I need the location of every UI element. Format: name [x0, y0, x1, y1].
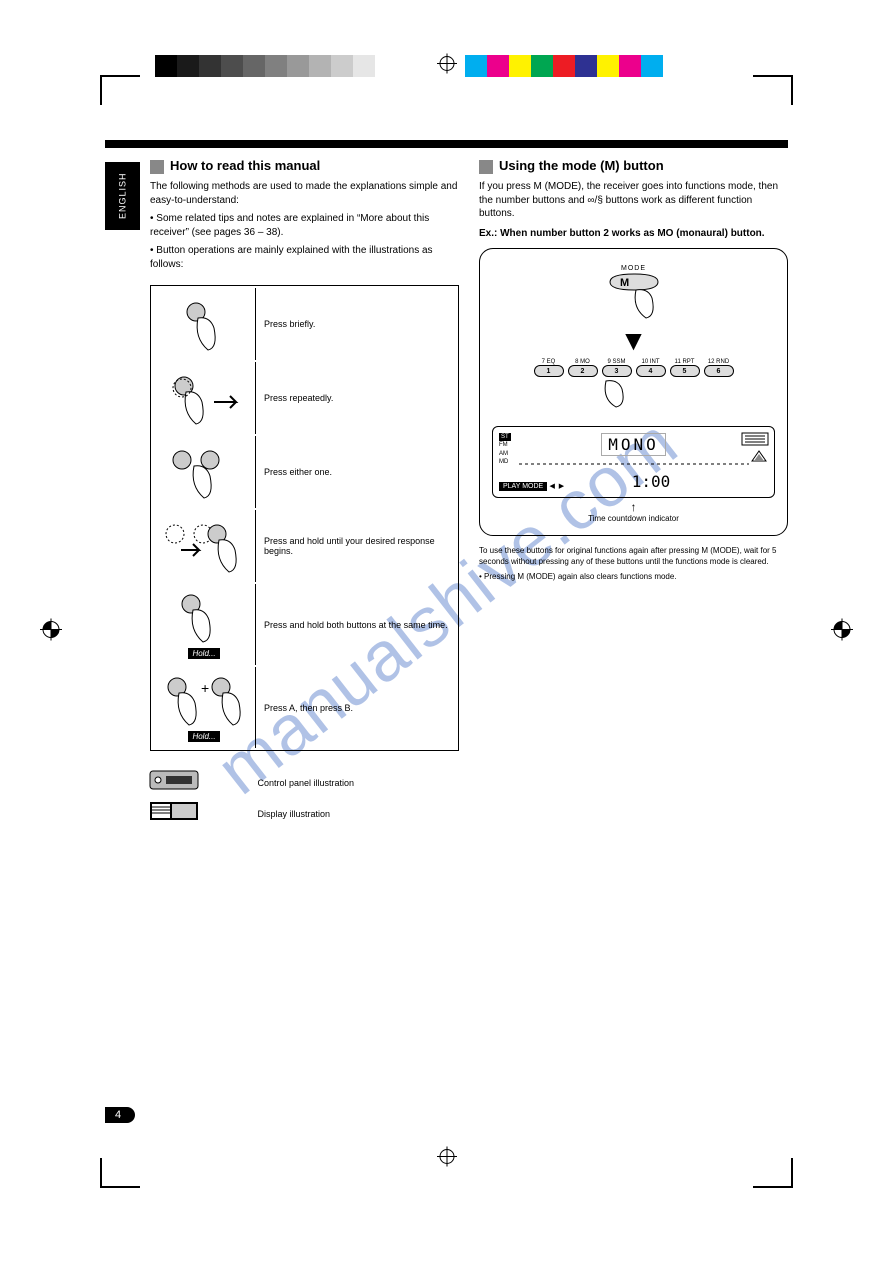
crop-corner [100, 75, 140, 105]
crop-corner [753, 75, 793, 105]
page-number: 4 [105, 1107, 135, 1123]
bullet-text: • Some related tips and notes are explai… [150, 212, 459, 239]
swatch [619, 55, 641, 77]
crop-marks-top [0, 55, 893, 115]
swatch [309, 55, 331, 77]
num-button: 3 [602, 365, 632, 377]
display-panel-icon [150, 802, 198, 825]
down-arrow-icon: ▼ [492, 327, 775, 355]
swatch [531, 55, 553, 77]
lcd-main-text: MONO [601, 433, 666, 456]
swatch [177, 55, 199, 77]
page-content: ENGLISH How to read this manual The foll… [105, 140, 788, 1123]
num-button: 4 [636, 365, 666, 377]
intro-text: The following methods are used to made t… [150, 180, 459, 207]
op-desc: Press and hold until your desired respon… [258, 510, 456, 582]
lcd-corner-icons [742, 433, 768, 467]
swatch [199, 55, 221, 77]
swatch [331, 55, 353, 77]
swatch [641, 55, 663, 77]
op-desc: Press A, then press B. [258, 667, 456, 748]
body-text: If you press M (MODE), the receiver goes… [479, 180, 788, 221]
color-bar [465, 55, 663, 77]
registration-target-icon [40, 618, 62, 645]
swatch [575, 55, 597, 77]
dotted-divider [519, 457, 749, 471]
crop-corner [100, 1158, 140, 1188]
operation-symbols-table: Press briefly. Press repeatedly. Press e… [150, 285, 459, 751]
hold-label: Hold... [188, 648, 219, 659]
finger-hold-icon: Hold... [153, 584, 256, 665]
op-desc: Press briefly. [258, 288, 456, 360]
swatch [553, 55, 575, 77]
caption-text: Pressing M (MODE) again also clears func… [484, 572, 677, 581]
mode-diagram: MODE M ▼ 7 EQ1 8 MO2 9 SSM3 10 INT4 11 R… [479, 248, 788, 536]
example-label: Ex.: When number button 2 works as MO (m… [479, 228, 765, 239]
bullet-text: • Button operations are mainly explained… [150, 244, 459, 271]
section-marker-icon [150, 160, 164, 174]
language-side-tab: ENGLISH [105, 162, 140, 230]
crop-marks-bottom [0, 1148, 893, 1208]
swatch [243, 55, 265, 77]
finger-either-icon [153, 436, 256, 508]
registration-target-icon [831, 618, 853, 645]
finger-two-repeat-icon [153, 510, 256, 582]
op-desc: Press repeatedly. [258, 362, 456, 434]
section-marker-icon [479, 160, 493, 174]
caption-text: To use these buttons for original functi… [479, 546, 788, 568]
section-title: Using the mode (M) button [499, 158, 664, 174]
swatch [353, 55, 375, 77]
band-indicators: ST FM AM MD [499, 433, 511, 467]
swatch [155, 55, 177, 77]
num-button: 5 [670, 365, 700, 377]
swatch [265, 55, 287, 77]
finger-hold-two-icon: + Hold... [153, 667, 256, 748]
finger-press-icon [594, 377, 634, 407]
playmode-label: PLAY MODE [499, 482, 547, 491]
lcd-clock: 1:00 [632, 472, 671, 491]
finger-repeat-icon [153, 362, 256, 434]
num-button: 6 [704, 365, 734, 377]
section-title: How to read this manual [170, 158, 320, 174]
illustration-label: Display illustration [257, 809, 330, 819]
top-rule [105, 140, 788, 148]
mode-button-press-icon: M [604, 272, 664, 318]
caption: Time countdown indicator [492, 514, 775, 523]
num-button: 1 [534, 365, 564, 377]
grayscale-bar [155, 55, 397, 77]
hold-label: Hold... [188, 731, 219, 742]
right-column: Using the mode (M) button If you press M… [479, 158, 788, 825]
swatch [287, 55, 309, 77]
number-button-row: 7 EQ1 8 MO2 9 SSM3 10 INT4 11 RPT5 12 RN… [492, 359, 775, 377]
left-column: How to read this manual The following me… [150, 158, 459, 825]
svg-text:M: M [620, 277, 629, 289]
mode-label: MODE [492, 265, 775, 272]
op-desc: Press either one. [258, 436, 456, 508]
swatch [509, 55, 531, 77]
lcd-display: ST FM AM MD MONO PLAY MODE ◀ ▶ 1:00 [492, 426, 775, 498]
swatch [597, 55, 619, 77]
svg-text:+: + [201, 680, 209, 696]
swatch [487, 55, 509, 77]
control-panel-icon [150, 771, 198, 794]
op-desc: Press and hold both buttons at the same … [258, 584, 456, 665]
crop-corner [753, 1158, 793, 1188]
pointer-up-icon: ↑ [492, 500, 775, 514]
registration-target-icon [437, 54, 457, 79]
swatch [465, 55, 487, 77]
finger-press-icon [153, 288, 256, 360]
num-button: 2 [568, 365, 598, 377]
swatch [375, 55, 397, 77]
swatch [221, 55, 243, 77]
registration-target-icon [437, 1147, 457, 1172]
illustration-label: Control panel illustration [257, 778, 354, 788]
